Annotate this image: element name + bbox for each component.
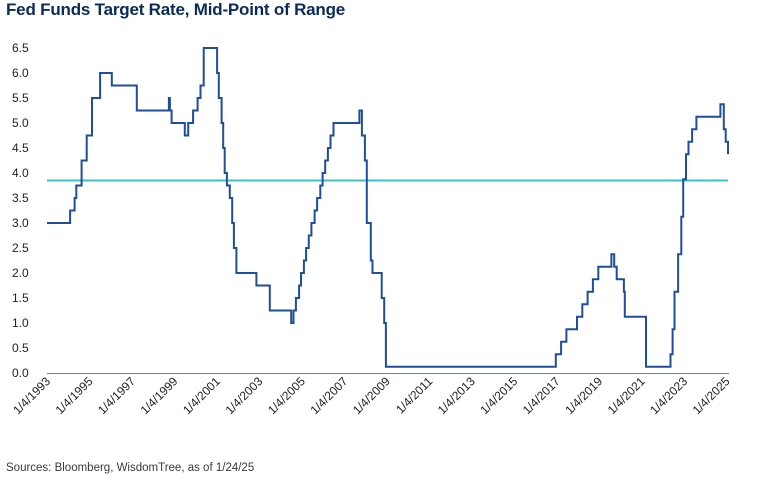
x-tick-label: 1/4/2025 [690,374,733,417]
y-tick-label: 5.5 [12,91,29,105]
x-tick-label: 1/4/2001 [180,374,223,417]
x-tick-label: 1/4/2013 [435,374,478,417]
chart-title: Fed Funds Target Rate, Mid-Point of Rang… [6,0,346,19]
y-tick-label: 1.0 [12,316,29,330]
y-tick-label: 4.0 [12,166,29,180]
x-tick-label: 1/4/2019 [562,374,605,417]
y-tick-label: 3.0 [12,216,29,230]
x-tick-label: 1/4/2007 [307,374,350,417]
series-line [47,47,729,368]
x-tick-label: 1/4/2009 [350,374,393,417]
y-tick-label: 6.0 [12,66,29,80]
series-group [47,47,729,368]
y-tick-label: 1.5 [12,291,29,305]
y-tick-label: 4.5 [12,141,29,155]
x-tick-label: 1/4/1995 [53,374,96,417]
x-tick-label: 1/4/2023 [647,374,690,417]
x-tick-label: 1/4/1999 [138,374,181,417]
source-note: Sources: Bloomberg, WisdomTree, as of 1/… [6,462,255,474]
x-axis-tick-labels: 1/4/1993 1/4/1995 1/4/1997 1/4/1999 1/4/2001… [10,374,733,417]
x-tick-label: 1/4/1997 [95,374,138,417]
x-tick-label: 1/4/2005 [265,374,308,417]
y-tick-label: 0.5 [12,341,29,355]
y-tick-label: 2.5 [12,241,29,255]
y-axis-tick-labels: 0.0 0.5 1.0 1.5 2.0 2.5 3.0 3.5 4.0 4.5 5.0 5.5 6.0 6… [12,41,29,380]
y-tick-label: 5.0 [12,116,29,130]
x-tick-label: 1/4/2021 [605,374,648,417]
x-tick-label: 1/4/2015 [477,374,520,417]
x-tick-label: 1/4/2003 [223,374,266,417]
x-tick-label: 1/4/1993 [10,374,53,417]
y-tick-label: 3.5 [12,191,29,205]
y-tick-label: 2.0 [12,266,29,280]
y-tick-label: 6.5 [12,41,29,55]
y-tick-label: 0.0 [12,366,29,380]
x-tick-label: 1/4/2017 [520,374,563,417]
x-tick-label: 1/4/2011 [393,374,436,417]
